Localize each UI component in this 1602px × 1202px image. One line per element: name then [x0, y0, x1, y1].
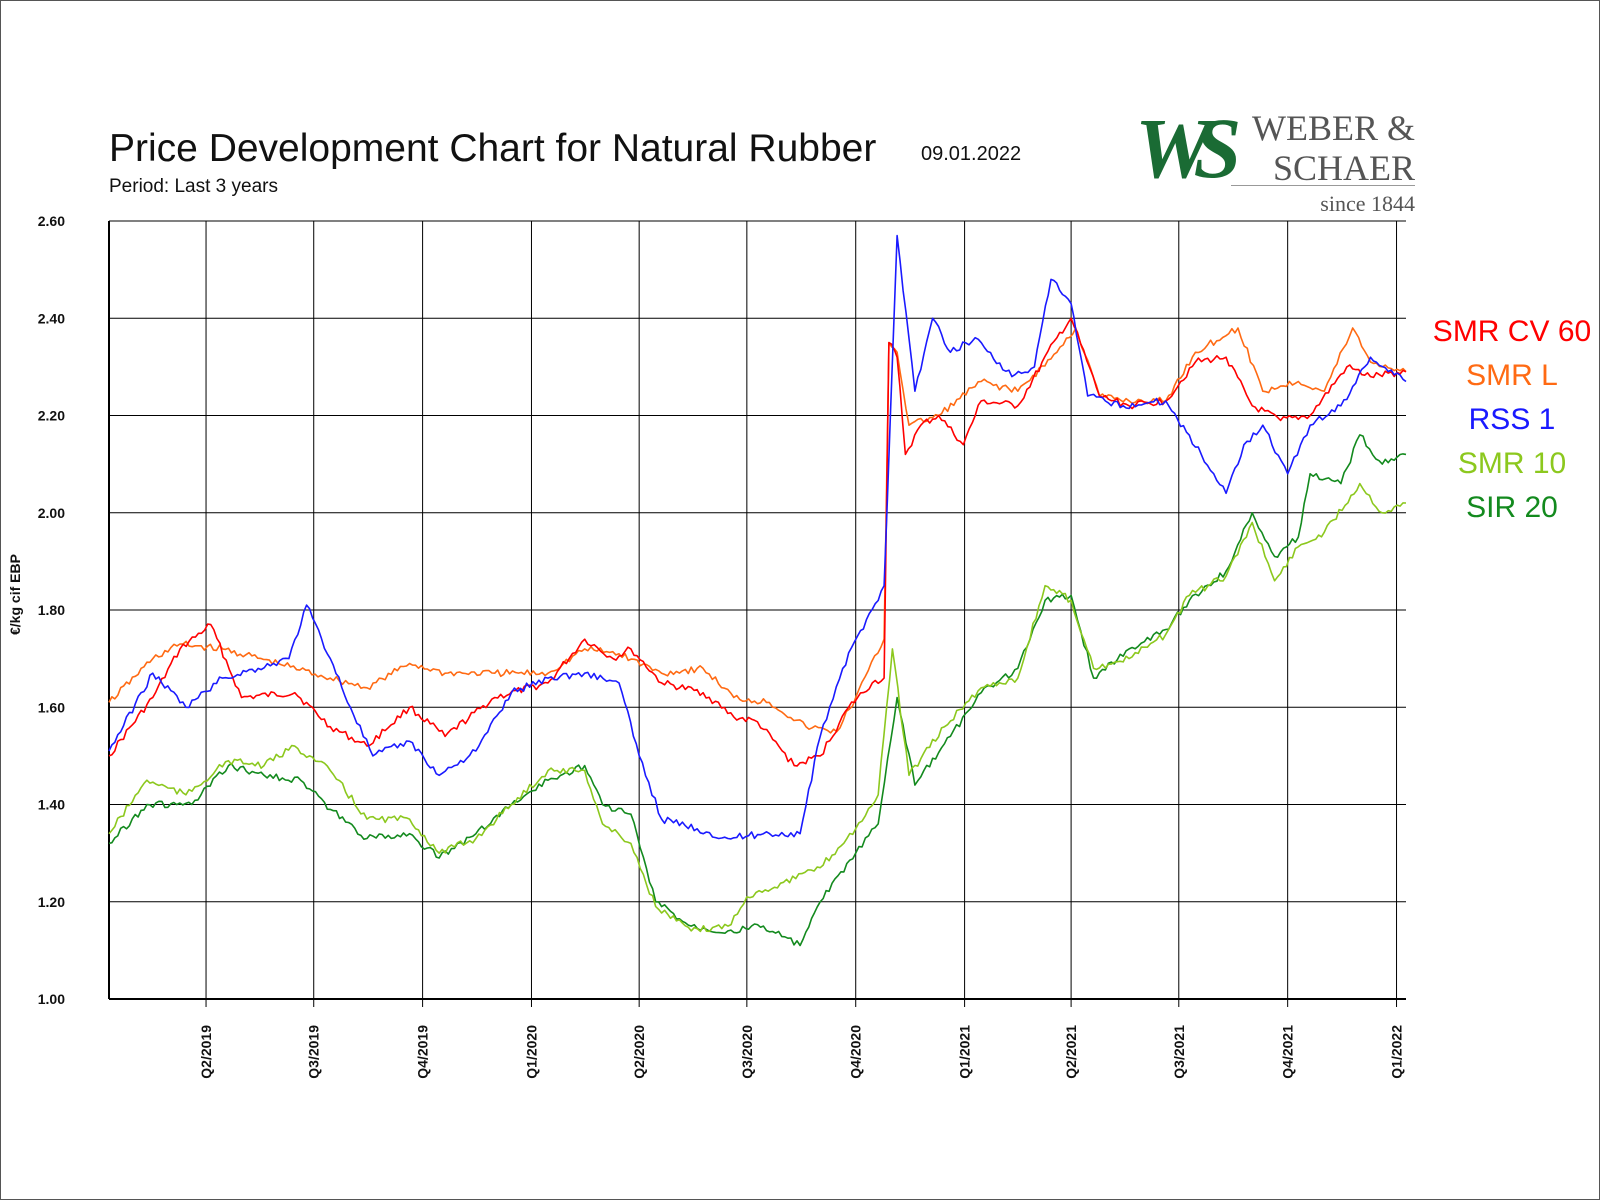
logo-line-2: SCHAER — [1272, 148, 1415, 188]
y-tick-label: 2.40 — [38, 310, 65, 326]
x-tick-label: Q3/2020 — [739, 1025, 755, 1079]
x-tick-label: Q3/2021 — [1171, 1025, 1187, 1079]
y-tick-label: 1.40 — [38, 797, 65, 813]
logo-line-1: WEBER & — [1252, 108, 1415, 148]
series-line-smr-cv-60 — [108, 317, 1407, 767]
x-tick-label: Q2/2019 — [198, 1025, 214, 1079]
y-tick-label: 2.60 — [38, 213, 65, 229]
legend-item-rss-1: RSS 1 — [1468, 403, 1556, 436]
x-tick-label: Q4/2019 — [415, 1025, 431, 1079]
chart-title: Price Development Chart for Natural Rubb… — [109, 127, 877, 170]
x-tick-label: Q4/2020 — [848, 1025, 864, 1079]
y-tick-label: 1.00 — [38, 991, 65, 1007]
x-tick-label: Q4/2021 — [1280, 1025, 1296, 1079]
x-tick-label: Q1/2022 — [1389, 1025, 1405, 1079]
series-line-sir-20 — [108, 434, 1407, 947]
logo-line-3: since 1844 — [1320, 191, 1415, 216]
weber-schaer-logo: WS WEBER & SCHAER since 1844 — [1135, 105, 1415, 217]
y-tick-label: 1.80 — [38, 602, 65, 618]
y-tick-label: 1.20 — [38, 894, 65, 910]
legend-item-smr-10: SMR 10 — [1457, 447, 1567, 480]
y-tick-label: 1.60 — [38, 699, 65, 715]
x-tick-label: Q2/2021 — [1063, 1025, 1079, 1079]
chart-period: Period: Last 3 years — [109, 176, 278, 197]
x-tick-label: Q1/2020 — [523, 1025, 539, 1079]
legend-item-sir-20: SIR 20 — [1466, 491, 1558, 524]
logo-rule — [1231, 185, 1415, 186]
chart-date: 09.01.2022 — [921, 143, 1022, 165]
x-tick-label: Q1/2021 — [957, 1025, 973, 1079]
x-tick-label: Q3/2019 — [306, 1025, 322, 1079]
legend-item-smr-l: SMR L — [1466, 359, 1558, 392]
series-line-smr-10 — [108, 482, 1407, 933]
x-tick-label: Q2/2020 — [631, 1025, 647, 1079]
legend-item-smr-cv-60: SMR CV 60 — [1432, 315, 1592, 348]
series-line-rss-1 — [108, 234, 1407, 840]
series-line-smr-l — [108, 327, 1407, 734]
y-tick-label: 2.20 — [38, 408, 65, 424]
y-tick-label: 2.00 — [38, 505, 65, 521]
